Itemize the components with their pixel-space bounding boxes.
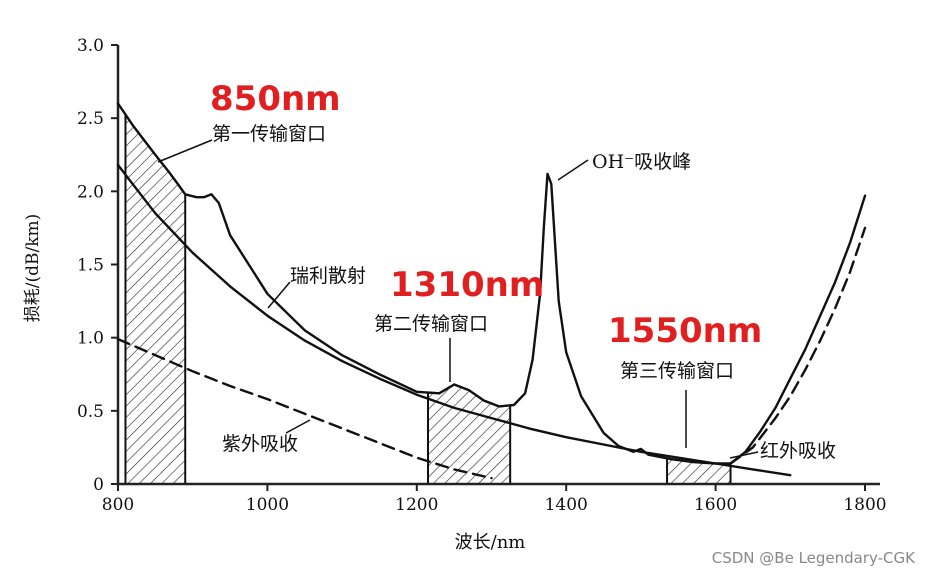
- window-1-region: [124, 111, 187, 485]
- window-1-label: 第一传输窗口: [212, 123, 326, 145]
- y-tick-label: 2.0: [77, 182, 104, 202]
- y-tick-label: 1.5: [77, 256, 104, 276]
- window-3-label: 第三传输窗口: [620, 360, 734, 382]
- y-tick-label: 0: [93, 475, 104, 495]
- window-2-label: 第二传输窗口: [374, 313, 488, 335]
- oh-peak-label: OH⁻吸收峰: [592, 151, 691, 173]
- series-line-1: [116, 163, 792, 477]
- uv-leader: [285, 419, 311, 434]
- x-tick-label: 1600: [694, 495, 737, 515]
- window-1-leader: [157, 139, 213, 163]
- watermark: CSDN @Be Legendary-CGK: [711, 549, 915, 567]
- x-tick-label: 1800: [843, 495, 886, 515]
- y-tick-label: 1.0: [77, 329, 104, 349]
- window-1-wavelength: 850nm: [210, 79, 341, 119]
- window-3-wavelength: 1550nm: [608, 311, 762, 351]
- ir-leader: [729, 451, 759, 459]
- rayleigh-leader: [267, 281, 291, 309]
- transmission-windows: [124, 111, 732, 485]
- y-tick-label: 3.0: [77, 36, 104, 56]
- y-tick-label: 2.5: [77, 109, 104, 129]
- x-axis-label: 波长/nm: [455, 532, 526, 553]
- y-tick-label: 0.5: [77, 402, 104, 422]
- ir-absorption-label: 红外吸收: [760, 440, 836, 462]
- y-axis-label: 损耗/(dB/km): [23, 214, 43, 323]
- x-tick-label: 1400: [545, 495, 588, 515]
- window-2-region: [427, 383, 512, 485]
- x-tick-label: 1200: [395, 495, 438, 515]
- rayleigh-label: 瑞利散射: [290, 265, 366, 287]
- series-line-2: [116, 337, 493, 480]
- oh-peak-leader: [557, 159, 589, 181]
- x-tick-label: 1000: [246, 495, 289, 515]
- x-tick-label: 800: [102, 495, 134, 515]
- series-line-3: [729, 226, 867, 465]
- axis-ticks: 800 1000 1200 1400 1600 1800 0 0.5 1.0 1.5 2.0 2.5 3…: [77, 36, 887, 515]
- series-line-0: [116, 102, 867, 465]
- uv-absorption-label: 紫外吸收: [222, 433, 298, 455]
- labels: 波长/nm 损耗/(dB/km) 850nm 第一传输窗口 1310nm 第二传…: [23, 79, 836, 553]
- window-2-wavelength: 1310nm: [390, 265, 544, 305]
- series: [116, 102, 867, 480]
